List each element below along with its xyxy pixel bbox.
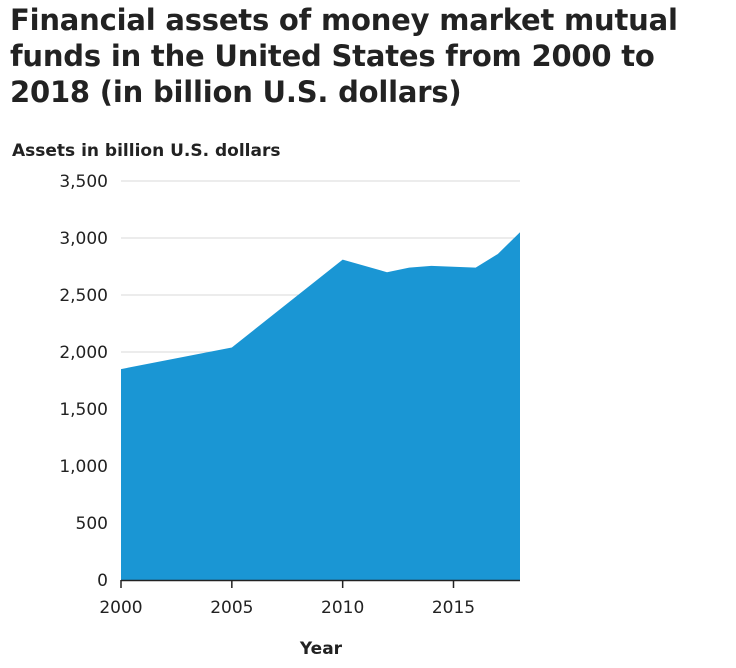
- x-axis-title: Year: [299, 639, 343, 659]
- chart-title: Financial assets of money market mutual …: [10, 3, 678, 109]
- x-tick-label: 2010: [321, 598, 364, 618]
- plot-area: [121, 232, 520, 581]
- x-tick-label: 2000: [99, 598, 142, 618]
- y-tick-label: 2,000: [59, 343, 108, 363]
- x-axis: 2000 2005 2010 2015: [99, 579, 520, 618]
- x-tick-label: 2005: [210, 598, 253, 618]
- y-tick-label: 3,500: [59, 172, 108, 192]
- y-axis-title: Assets in billion U.S. dollars: [12, 141, 280, 161]
- y-tick-label: 0: [97, 571, 108, 591]
- area-series: [121, 232, 520, 581]
- y-tick-label: 500: [76, 514, 108, 534]
- y-axis-ticks: 0 500 1,000 1,500 2,000 2,500 3,000 3,500: [59, 172, 108, 591]
- y-tick-label: 1,000: [59, 457, 108, 477]
- y-tick-label: 3,000: [59, 229, 108, 249]
- x-tick-label: 2015: [432, 598, 475, 618]
- y-tick-label: 2,500: [59, 286, 108, 306]
- y-tick-label: 1,500: [59, 400, 108, 420]
